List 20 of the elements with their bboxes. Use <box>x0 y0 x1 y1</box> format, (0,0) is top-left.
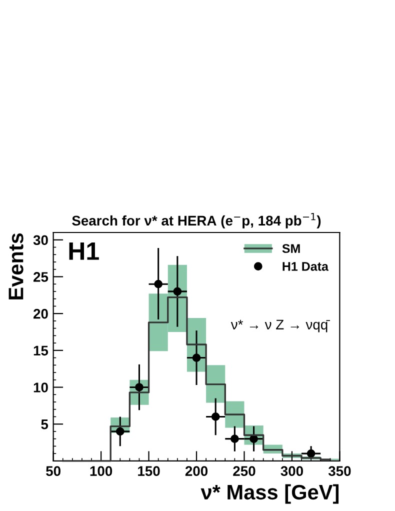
x-axis-title: ν* Mass [GeV] <box>200 484 339 504</box>
annotation: ν* → ν Z → νqq̄ <box>230 320 330 332</box>
legend-label: H1 Data <box>282 262 329 271</box>
y-tick-label: 25 <box>34 272 48 282</box>
y-tick-label: 5 <box>41 420 48 430</box>
x-tick-label: 350 <box>328 466 351 476</box>
y-tick-label: 10 <box>34 382 48 392</box>
y-tick-label: 20 <box>34 308 48 319</box>
x-tick-label: 50 <box>46 466 60 476</box>
chart-title: Search for ν* at HERA (e$^{−}$p, 184 pb$^{−1}$) <box>72 213 321 228</box>
y-tick-label: 30 <box>33 235 48 246</box>
x-tick-label: 200 <box>185 466 208 476</box>
x-tick-label: 100 <box>90 466 112 476</box>
legend-label: SM <box>282 244 300 253</box>
y-axis-title: Events <box>8 233 24 300</box>
x-tick-label: 300 <box>280 466 303 476</box>
y-tick-label: 15 <box>34 346 48 356</box>
x-tick-label: 250 <box>233 466 256 476</box>
x-tick-label: 150 <box>138 466 160 476</box>
annotation: H1 <box>69 242 99 260</box>
